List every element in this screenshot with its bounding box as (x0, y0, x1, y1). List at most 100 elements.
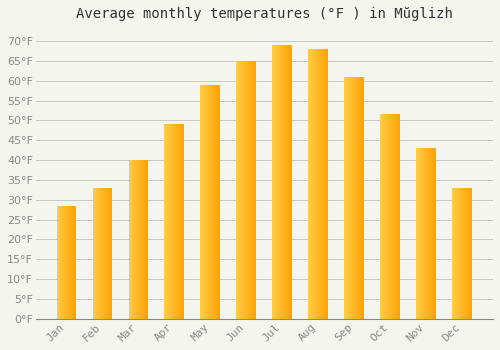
Bar (356, 77, 358, 319)
Bar (70, 206, 72, 319)
Bar (94, 188, 96, 319)
Bar (360, 77, 362, 319)
Bar (470, 188, 472, 319)
Bar (174, 124, 176, 319)
Bar (418, 148, 420, 319)
Bar (182, 124, 184, 319)
Bar (242, 61, 244, 319)
Bar (390, 114, 392, 319)
Bar (210, 85, 212, 319)
Bar (462, 188, 464, 319)
Bar (350, 77, 352, 319)
Bar (282, 45, 284, 319)
Bar (452, 188, 454, 319)
Bar (308, 49, 310, 319)
Bar (92, 188, 94, 319)
Bar (354, 77, 356, 319)
Bar (236, 61, 238, 319)
Bar (318, 49, 320, 319)
Bar (312, 49, 314, 319)
Bar (238, 61, 240, 319)
Bar (380, 114, 382, 319)
Bar (110, 188, 112, 319)
Bar (128, 160, 130, 319)
Bar (456, 188, 458, 319)
Bar (396, 114, 398, 319)
Bar (430, 148, 432, 319)
Bar (240, 61, 242, 319)
Bar (58, 206, 59, 319)
Bar (460, 188, 462, 319)
Bar (170, 124, 172, 319)
Bar (172, 124, 174, 319)
Bar (164, 124, 166, 319)
Bar (254, 61, 256, 319)
Bar (310, 49, 312, 319)
Bar (468, 188, 469, 319)
Bar (392, 114, 394, 319)
Bar (274, 45, 276, 319)
Bar (290, 45, 292, 319)
Bar (138, 160, 140, 319)
Bar (56, 206, 58, 319)
Bar (178, 124, 180, 319)
Bar (202, 85, 203, 319)
Bar (388, 114, 390, 319)
Bar (98, 188, 100, 319)
Bar (104, 188, 106, 319)
Bar (344, 77, 346, 319)
Bar (64, 206, 66, 319)
Bar (102, 188, 104, 319)
Bar (132, 160, 134, 319)
Bar (276, 45, 278, 319)
Bar (100, 188, 102, 319)
Bar (320, 49, 322, 319)
Title: Average monthly temperatures (°F ) in Mŭglizh: Average monthly temperatures (°F ) in Mŭ… (76, 7, 453, 21)
Bar (250, 61, 252, 319)
Bar (206, 85, 208, 319)
Bar (280, 45, 281, 319)
Bar (140, 160, 141, 319)
Bar (68, 206, 70, 319)
Bar (420, 148, 422, 319)
Bar (358, 77, 360, 319)
Bar (386, 114, 388, 319)
Bar (384, 114, 386, 319)
Bar (314, 49, 316, 319)
Bar (212, 85, 214, 319)
Bar (180, 124, 182, 319)
Bar (286, 45, 288, 319)
Bar (466, 188, 468, 319)
Bar (454, 188, 456, 319)
Bar (416, 148, 418, 319)
Bar (244, 61, 246, 319)
Bar (324, 49, 326, 319)
Bar (278, 45, 280, 319)
Bar (214, 85, 216, 319)
Bar (216, 85, 218, 319)
Bar (326, 49, 328, 319)
Bar (398, 114, 400, 319)
Bar (394, 114, 396, 319)
Bar (382, 114, 384, 319)
Bar (166, 124, 168, 319)
Bar (252, 61, 254, 319)
Bar (96, 188, 98, 319)
Bar (432, 148, 434, 319)
Bar (208, 85, 210, 319)
Bar (142, 160, 144, 319)
Bar (136, 160, 138, 319)
Bar (204, 85, 206, 319)
Bar (144, 160, 146, 319)
Bar (146, 160, 148, 319)
Bar (316, 49, 318, 319)
Bar (248, 61, 250, 319)
Bar (108, 188, 110, 319)
Bar (246, 61, 248, 319)
Bar (272, 45, 274, 319)
Bar (362, 77, 364, 319)
Bar (322, 49, 324, 319)
Bar (434, 148, 436, 319)
Bar (458, 188, 460, 319)
Bar (426, 148, 428, 319)
